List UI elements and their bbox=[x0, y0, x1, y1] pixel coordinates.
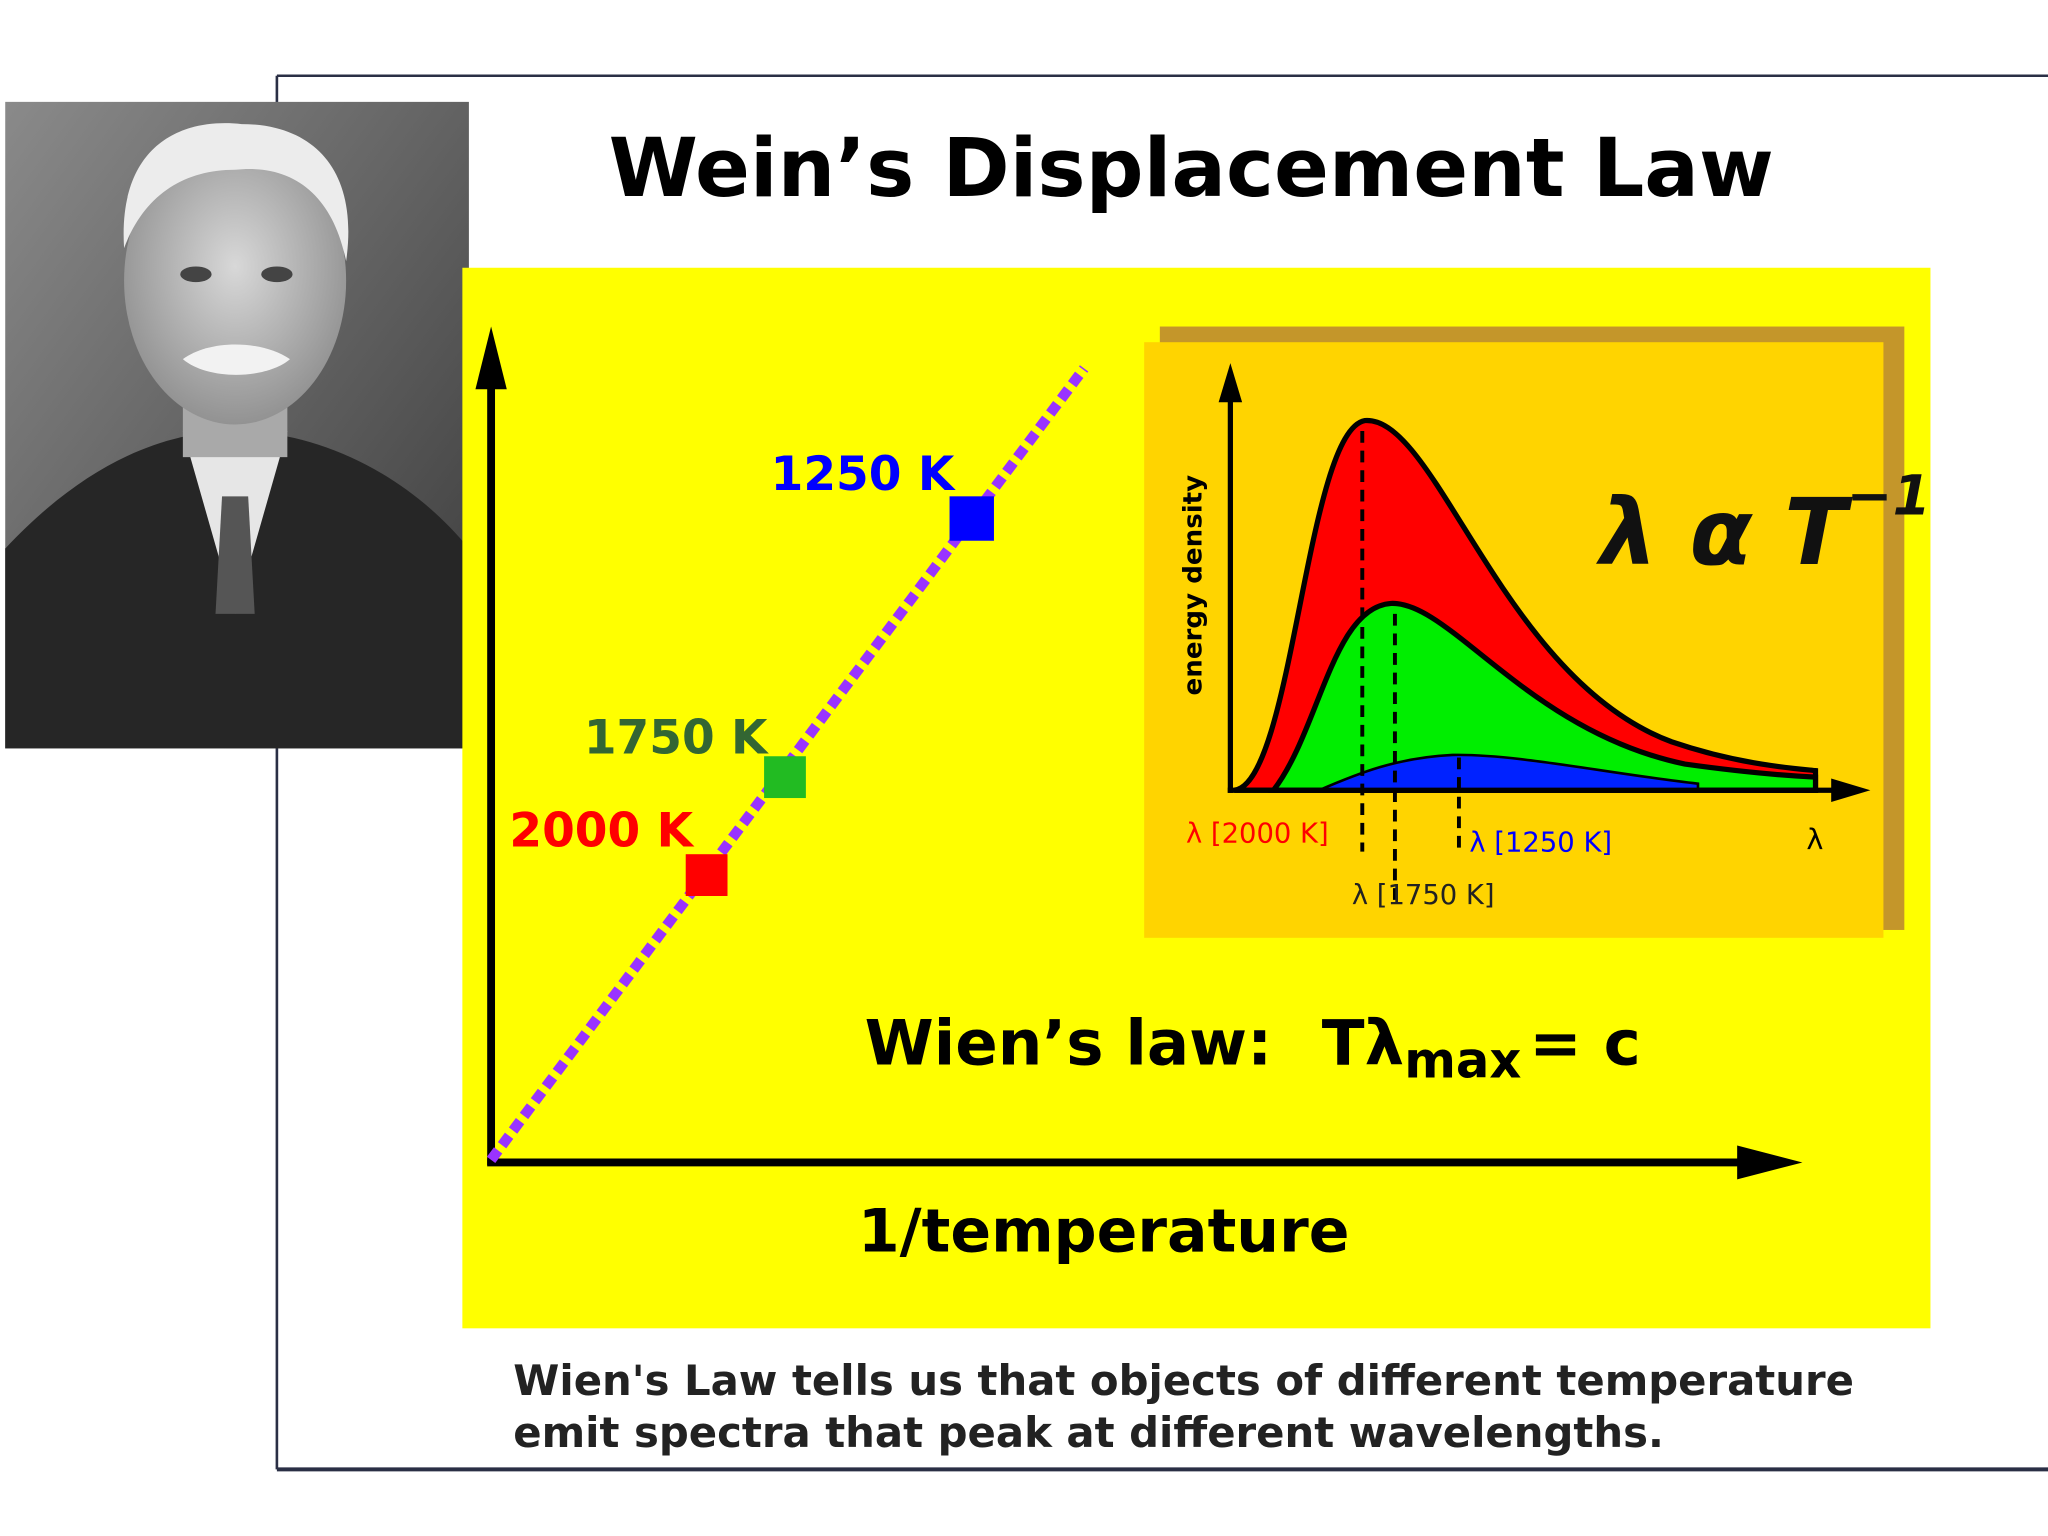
inset-y-axis-label: energy density bbox=[1179, 475, 1209, 696]
peak-label: λ [1250 K] bbox=[1469, 828, 1612, 859]
formula-main: Tλ bbox=[1322, 1006, 1404, 1079]
point-marker bbox=[764, 756, 806, 799]
peak-label: λ [1750 K] bbox=[1352, 880, 1495, 911]
inset bbox=[1144, 326, 1905, 938]
inset-x-axis-label: λ bbox=[1806, 822, 1823, 856]
point-label: 1750 K bbox=[584, 711, 769, 766]
peak-label: λ [2000 K] bbox=[1186, 818, 1329, 849]
law-formula: Tλmax = c bbox=[1322, 1006, 1641, 1089]
relation-main: λ α T bbox=[1595, 479, 1853, 586]
point-marker bbox=[685, 854, 728, 896]
inset-relation: λ α T−1 bbox=[1595, 464, 1931, 587]
slide-title: Wein’s Displacement Law bbox=[609, 122, 1774, 216]
portrait-photo bbox=[5, 101, 469, 749]
x-axis-label: 1/temperature bbox=[858, 1196, 1350, 1266]
formula-rhs: = c bbox=[1529, 1006, 1641, 1079]
formula-subscript: max bbox=[1404, 1032, 1521, 1090]
point-label: 2000 K bbox=[509, 803, 694, 858]
law-label: Wien’s law: bbox=[865, 1006, 1273, 1079]
main-axes bbox=[475, 326, 1803, 1180]
point-marker bbox=[949, 496, 994, 541]
caption-line: emit spectra that peak at different wave… bbox=[513, 1408, 1664, 1457]
caption-line: Wien's Law tells us that objects of diff… bbox=[513, 1356, 1854, 1405]
relation-exponent: −1 bbox=[1847, 464, 1931, 528]
point-label: 1250 K bbox=[771, 447, 956, 502]
